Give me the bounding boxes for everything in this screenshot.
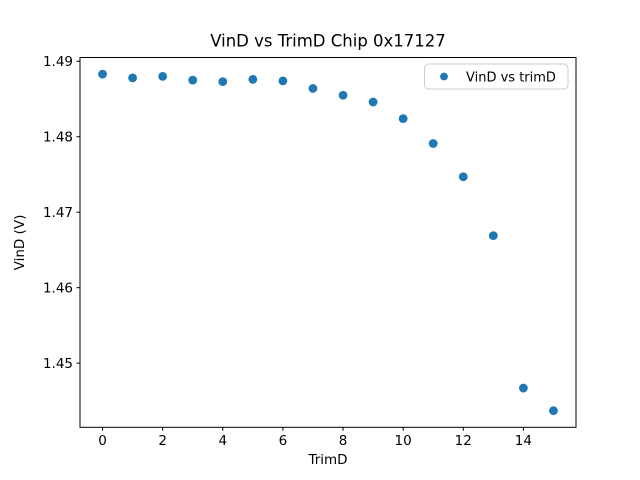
x-tick-label: 14 [515,433,532,449]
data-point [158,71,168,81]
data-point [248,74,258,84]
legend: VinD vs trimD [424,63,569,90]
x-axis-ticks: 0 2 4 6 8 10 12 14 [98,427,532,449]
chart-title: VinD vs TrimD Chip 0x17127 [210,32,446,51]
data-point [368,97,378,107]
y-tick-label: 1.49 [43,54,73,70]
x-tick-label: 6 [279,433,288,449]
x-tick-label: 0 [98,433,107,449]
data-point [549,406,558,416]
y-axis-label: VinD (V) [12,215,28,271]
y-tick-label: 1.47 [43,205,73,221]
data-point [338,90,348,100]
y-axis-ticks: 1.45 1.46 1.47 1.48 1.49 [43,54,80,372]
data-point [188,75,198,85]
data-point [428,139,438,148]
data-point [308,84,318,93]
data-point [128,73,138,83]
x-tick-label: 4 [218,433,227,449]
x-tick-label: 12 [455,433,472,449]
plot-area [79,57,577,428]
y-tick-label: 1.45 [43,356,73,372]
data-point [458,172,468,182]
data-point [518,383,528,393]
data-point [278,76,288,86]
x-tick-label: 10 [395,433,412,449]
y-tick-label: 1.46 [43,280,73,296]
data-point [398,114,408,124]
x-tick-label: 2 [158,433,167,449]
legend-label: VinD vs trimD [466,70,556,85]
data-point [98,69,107,79]
data-point [488,231,498,241]
x-tick-label: 8 [339,433,348,449]
data-point [218,77,228,87]
x-axis-label: TrimD [307,452,347,468]
legend-marker-icon [440,72,448,81]
y-tick-label: 1.48 [43,130,73,146]
scatter-points [98,69,558,416]
legend-box [424,63,569,90]
